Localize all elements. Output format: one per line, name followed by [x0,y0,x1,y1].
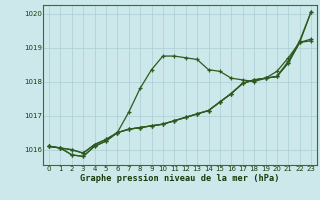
X-axis label: Graphe pression niveau de la mer (hPa): Graphe pression niveau de la mer (hPa) [80,174,280,183]
